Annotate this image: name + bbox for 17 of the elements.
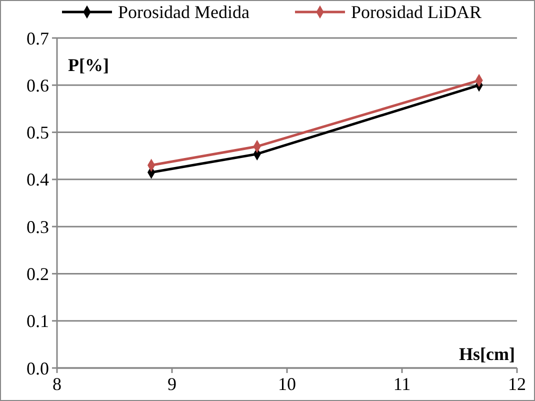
- y-axis-title: P[%]: [68, 55, 109, 75]
- y-tick-label: 0.5: [26, 122, 49, 143]
- x-tick-label: 12: [508, 374, 526, 394]
- y-tick-label: 0.7: [26, 28, 49, 48]
- y-tick-label: 0.0: [26, 358, 49, 378]
- legend-label: Porosidad LiDAR: [351, 2, 482, 22]
- y-tick-label: 0.6: [26, 75, 49, 96]
- x-tick-label: 8: [52, 374, 62, 394]
- x-axis-title: Hs[cm]: [459, 344, 515, 364]
- y-tick-label: 0.1: [26, 311, 49, 332]
- x-tick-label: 11: [393, 374, 411, 394]
- y-tick-label: 0.3: [26, 216, 49, 237]
- y-tick-label: 0.4: [26, 170, 49, 190]
- x-tick-label: 9: [168, 374, 176, 394]
- y-tick-label: 0.2: [26, 264, 49, 284]
- x-tick-label: 10: [278, 374, 296, 394]
- legend-label: Porosidad Medida: [118, 2, 250, 22]
